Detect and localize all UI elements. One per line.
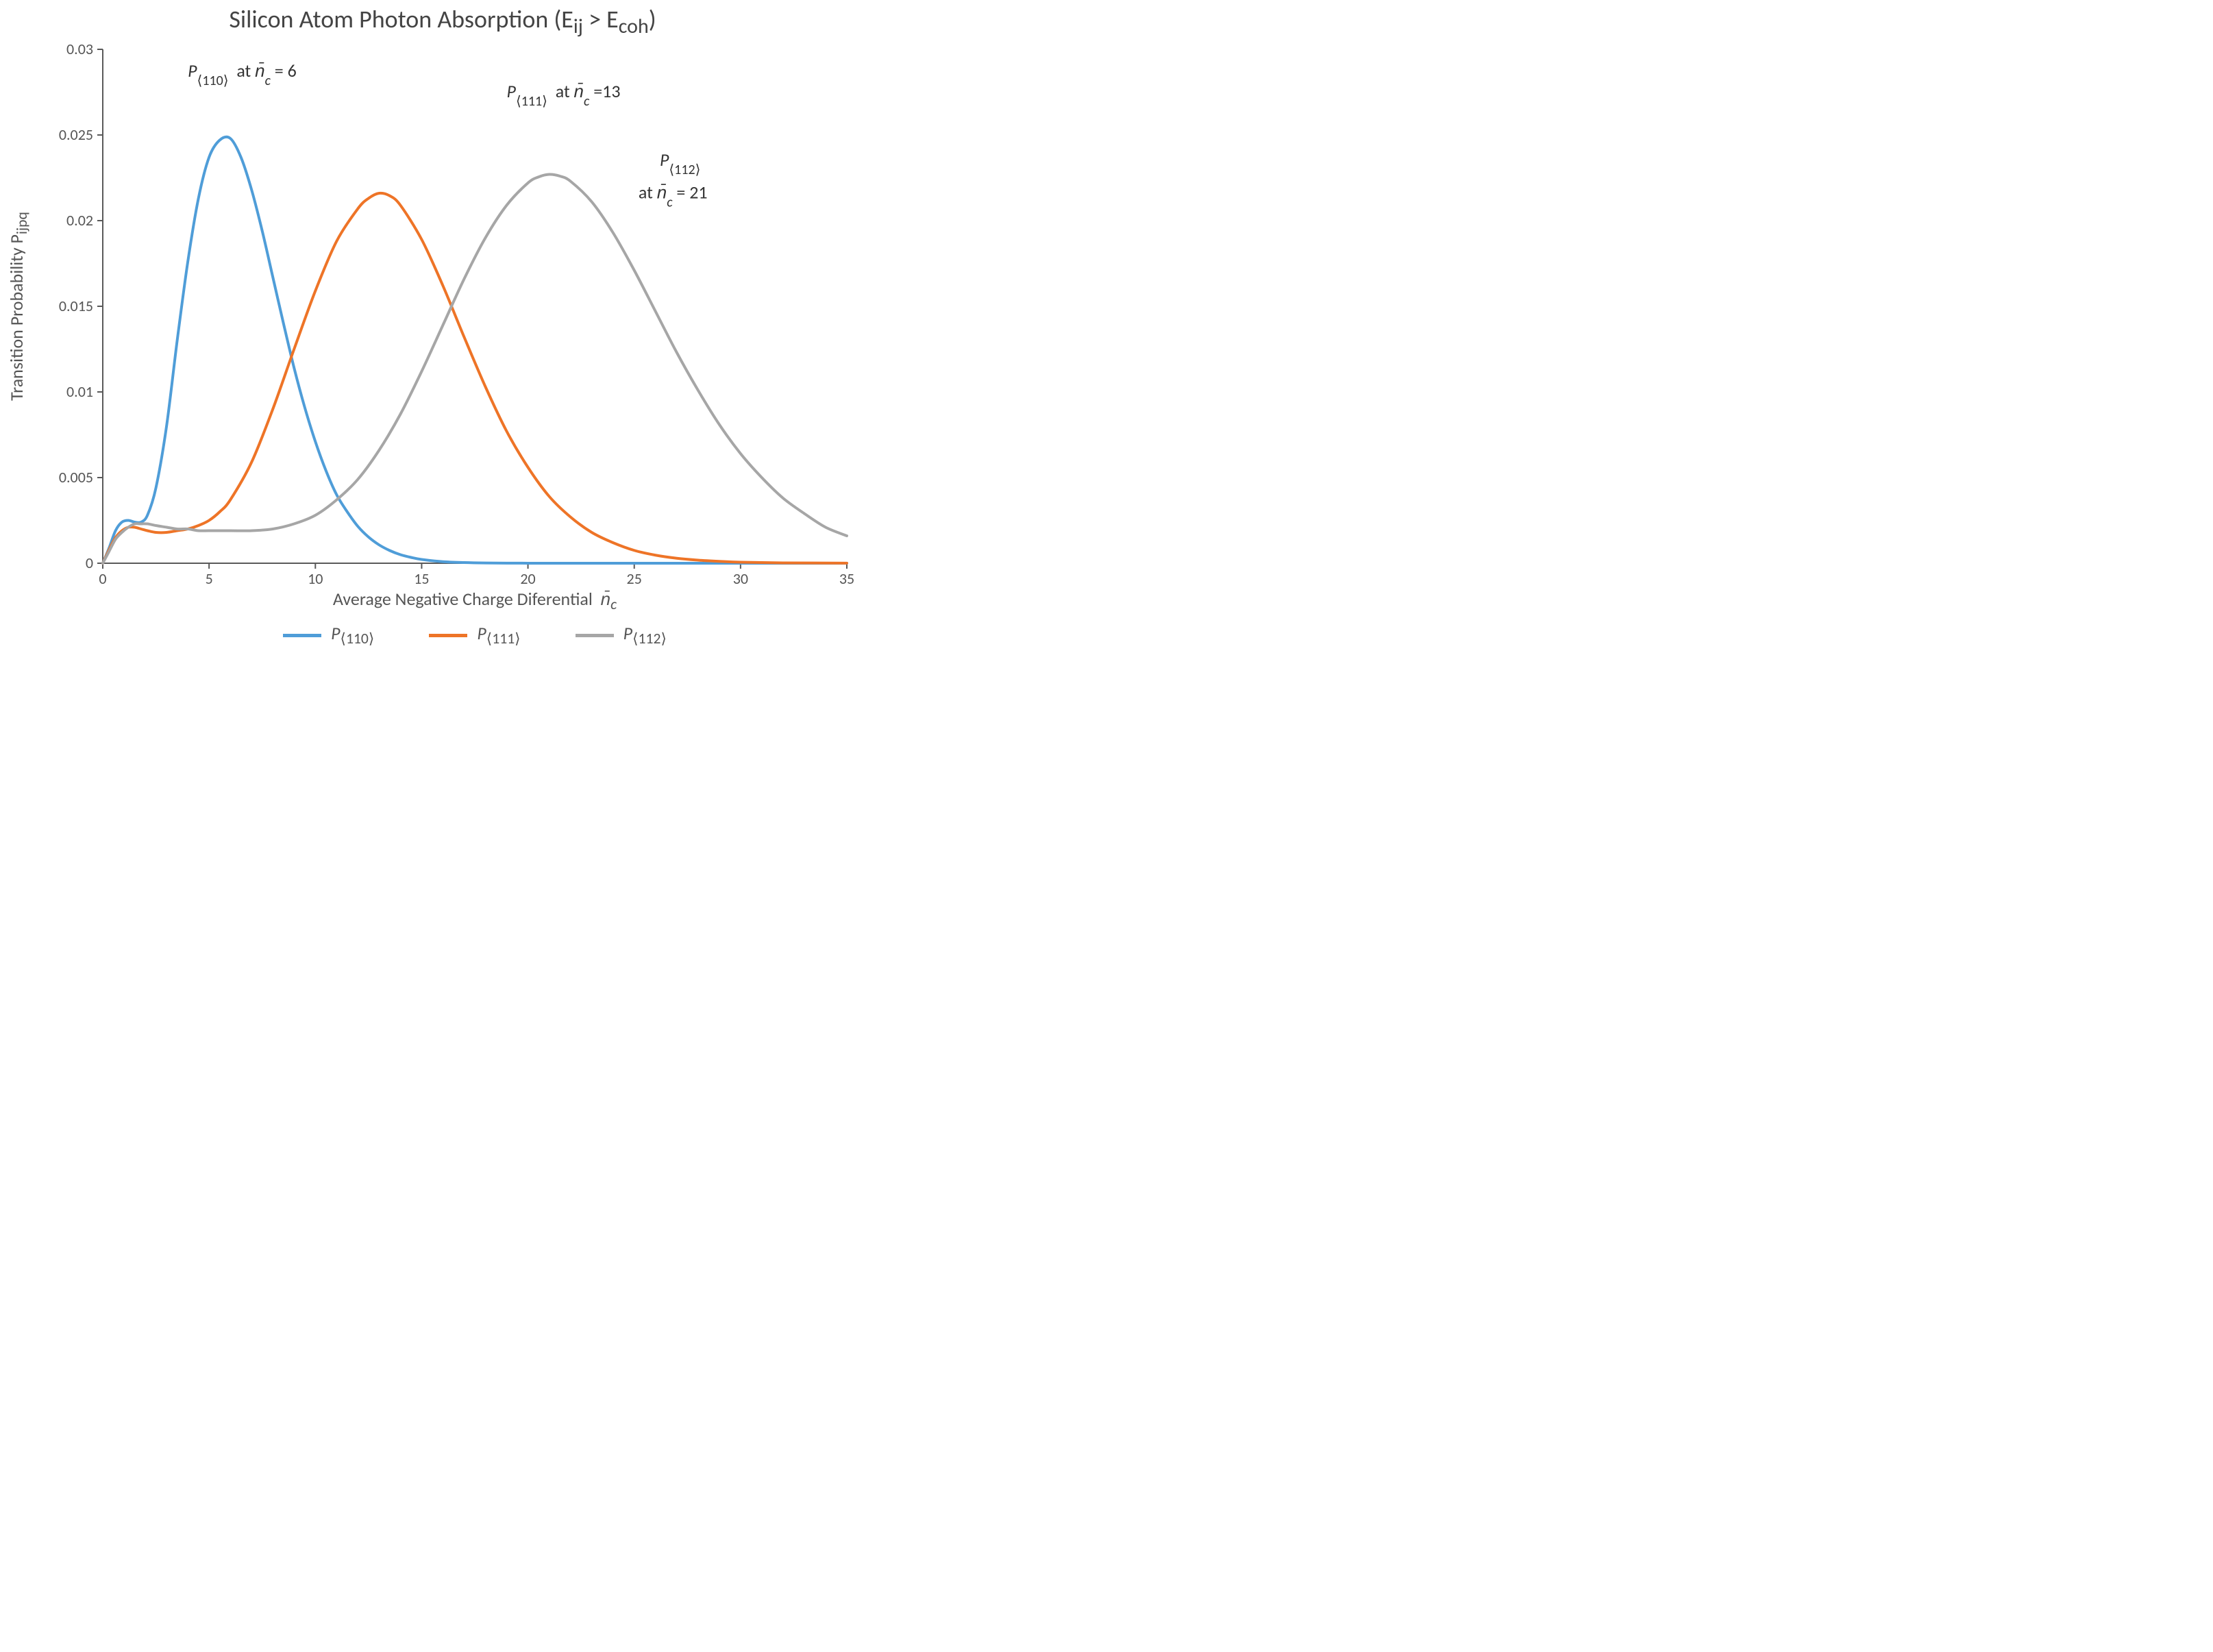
legend-swatch [429, 634, 467, 637]
legend-swatch [283, 634, 321, 637]
series-P_112 [103, 174, 847, 563]
plot-area: 0510152025303500.0050.010.0150.020.0250.… [103, 49, 847, 563]
x-tick-label: 30 [733, 569, 748, 588]
x-tick-label: 25 [627, 569, 642, 588]
legend-label: P⟨110⟩ [331, 622, 374, 648]
x-tick-label: 20 [520, 569, 535, 588]
series-P_110 [103, 137, 847, 563]
legend-item-P_110: P⟨110⟩ [283, 622, 374, 648]
legend-swatch [576, 634, 614, 637]
x-tick-label: 35 [839, 569, 854, 588]
y-tick-label: 0.01 [66, 382, 93, 401]
chart-title: Silicon Atom Photon Absorption (Eij > Ec… [0, 4, 885, 39]
x-axis-title: Average Negative Charge Diferential n̄c [103, 588, 847, 613]
legend: P⟨110⟩ P⟨111⟩ P⟨112⟩ [103, 618, 847, 652]
x-tick-label: 5 [206, 569, 213, 588]
y-tick-label: 0.025 [59, 125, 93, 144]
legend-label: P⟨112⟩ [623, 622, 667, 648]
legend-item-P_112: P⟨112⟩ [576, 622, 667, 648]
y-tick-label: 0 [86, 554, 93, 572]
x-tick-label: 0 [99, 569, 106, 588]
x-tick-label: 15 [414, 569, 429, 588]
annotation: P⟨111⟩ at n̄c =13 [507, 80, 621, 110]
y-tick-label: 0.005 [59, 468, 93, 486]
y-tick-label: 0.03 [66, 40, 93, 58]
chart-container: Silicon Atom Photon Absorption (Eij > Ec… [0, 0, 885, 661]
x-tick-label: 10 [308, 569, 323, 588]
y-axis-title: Transition Probability Pijpq [5, 49, 31, 563]
annotation: P⟨110⟩ at n̄c = 6 [188, 60, 297, 89]
legend-label: P⟨111⟩ [477, 622, 520, 648]
annotation: at n̄c = 21 [639, 182, 708, 211]
annotation: P⟨112⟩ [660, 149, 700, 178]
y-tick-label: 0.015 [59, 297, 93, 315]
series-P_111 [103, 193, 847, 563]
y-tick-label: 0.02 [66, 211, 93, 230]
chart-svg: 0510152025303500.0050.010.0150.020.0250.… [103, 49, 847, 563]
legend-item-P_111: P⟨111⟩ [429, 622, 520, 648]
